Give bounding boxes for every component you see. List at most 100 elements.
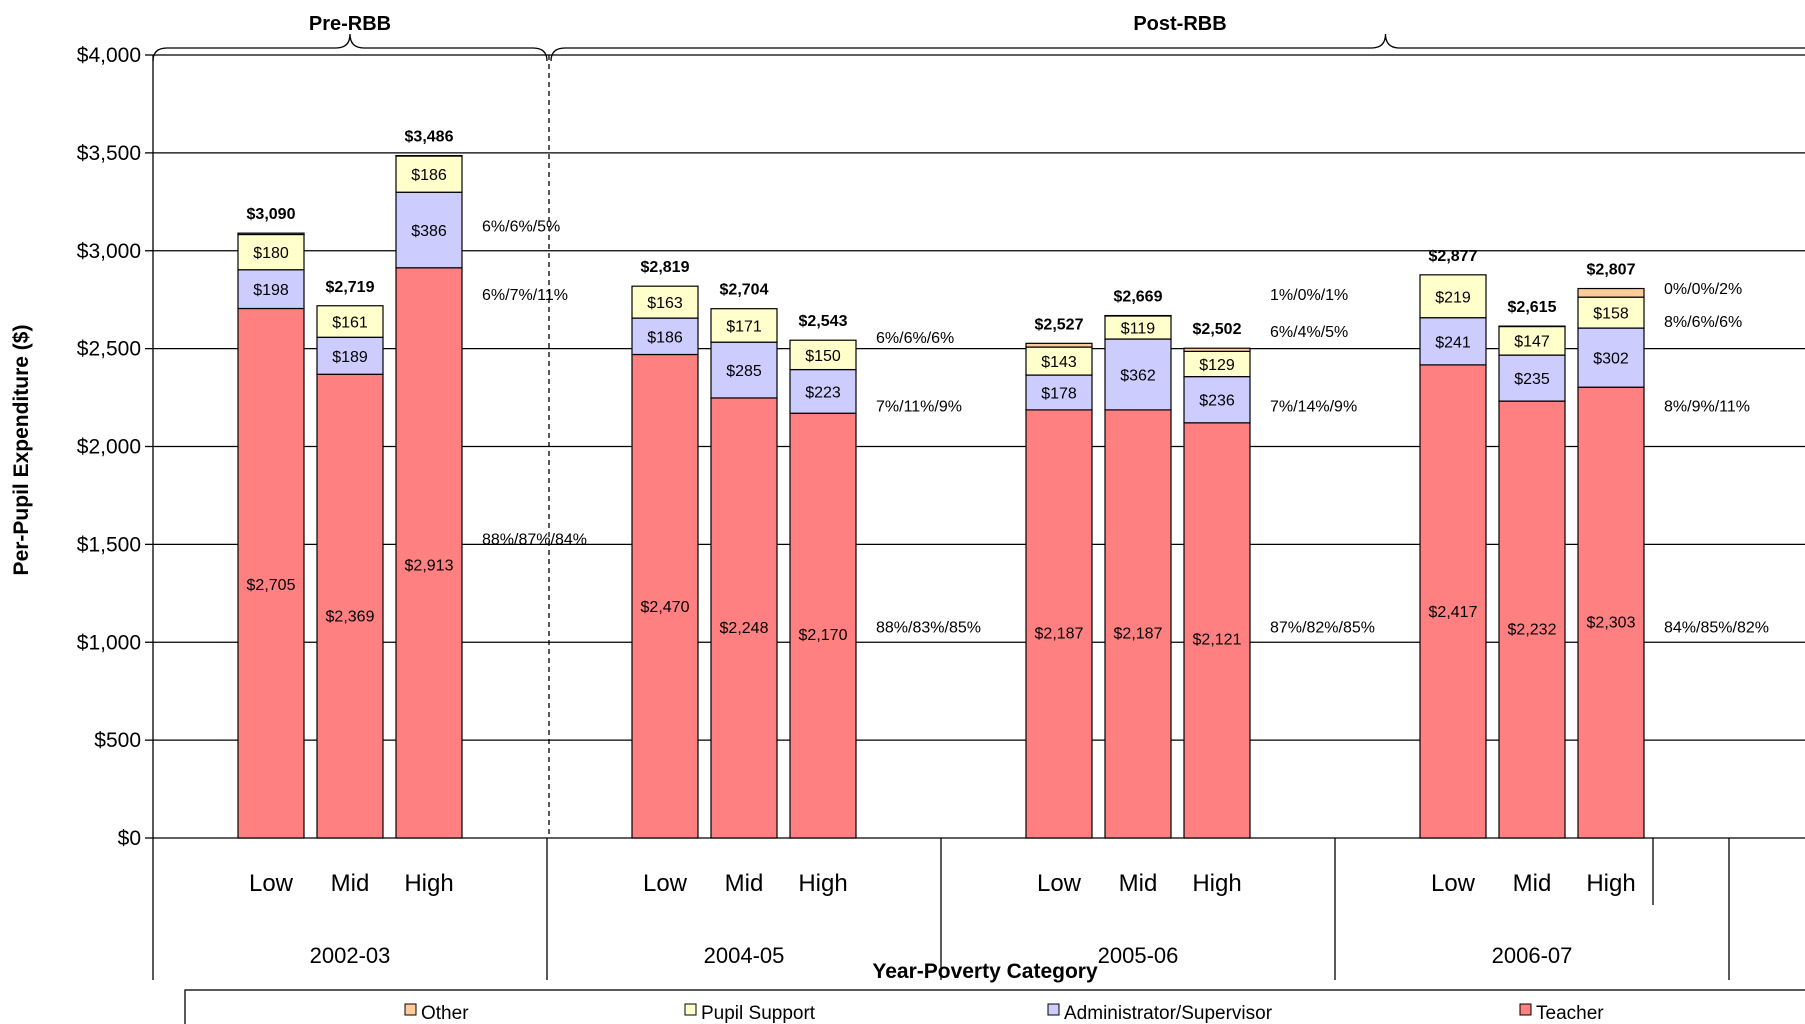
- annotations: 6%/6%/5% 6%/7%/11% 88%/87%/84% 6%/6%/6% 7%/1…: [482, 218, 1769, 636]
- bar-segment-other: [1183, 347, 1251, 352]
- bar-segment-administrator-supervisor: [316, 336, 384, 375]
- segment-label: $235: [1514, 371, 1550, 388]
- bar-segment-pupil-support: [1183, 350, 1251, 378]
- segment-label: $2,417: [1429, 604, 1478, 621]
- segment-label: $386: [411, 223, 447, 240]
- bar-segment-teacher: [631, 353, 699, 839]
- bar-total-label: $2,704: [720, 282, 769, 299]
- bar-total-label: $2,877: [1429, 248, 1478, 265]
- x-category-label: High: [404, 870, 453, 897]
- bar-segment-administrator-supervisor: [1025, 374, 1093, 411]
- x-year-label: 2004-05: [704, 943, 785, 968]
- segment-label: $189: [332, 349, 368, 366]
- share-annotation: 0%/0%/2%: [1664, 281, 1742, 298]
- bar-segment-other: [1104, 314, 1172, 317]
- bar-segment-teacher: [316, 373, 384, 839]
- segment-label: $186: [647, 329, 683, 346]
- y-tick-label: $1,000: [77, 631, 141, 654]
- bar-total-label: $2,615: [1508, 299, 1557, 316]
- y-tick-label: $2,500: [77, 338, 141, 361]
- share-annotation: 84%/85%/82%: [1664, 620, 1769, 637]
- bar-segment-pupil-support: [316, 305, 384, 338]
- share-annotation: 7%/14%/9%: [1270, 398, 1357, 415]
- bar-segment-teacher: [1183, 422, 1251, 839]
- bar-total-label: $2,502: [1193, 321, 1242, 338]
- period-brackets: Pre-RBB Post-RBB: [152, 13, 1805, 62]
- bar-segment-other: [237, 232, 305, 236]
- y-tick-label: $3,500: [77, 142, 141, 165]
- y-tick-label: $3,000: [77, 240, 141, 263]
- segment-label: $302: [1593, 351, 1629, 368]
- bar-segment-administrator-supervisor: [789, 368, 857, 414]
- x-year-label: 2005-06: [1098, 943, 1179, 968]
- bar-segment-pupil-support: [1025, 346, 1093, 376]
- share-annotation: 6%/6%/6%: [876, 330, 954, 347]
- segment-label: $119: [1121, 320, 1156, 337]
- bar-segment-administrator-supervisor: [395, 191, 463, 269]
- x-category-label: Mid: [725, 870, 764, 897]
- bar-segment-teacher: [710, 397, 778, 839]
- bar-segment-other: [1577, 287, 1645, 298]
- bar-segment-administrator-supervisor: [1577, 327, 1645, 388]
- bar-segment-administrator-supervisor: [631, 317, 699, 356]
- segment-label: $219: [1435, 289, 1471, 306]
- share-annotation: 7%/11%/9%: [876, 398, 962, 415]
- bar-total-label: $3,090: [247, 206, 296, 223]
- bar-segment-teacher: [237, 307, 305, 839]
- bar-segment-teacher: [789, 412, 857, 839]
- bar-total-label: $3,486: [405, 129, 454, 146]
- segment-label: $223: [805, 384, 841, 401]
- legend-label: Administrator/Supervisor: [1064, 1003, 1273, 1024]
- bar-segment-other: [395, 155, 463, 157]
- bar-segment-administrator-supervisor: [710, 341, 778, 399]
- bar-segment-other: [1498, 325, 1566, 328]
- bar-segment-pupil-support: [789, 339, 857, 371]
- segment-label: $143: [1041, 354, 1077, 371]
- x-category-label: Mid: [1119, 870, 1158, 897]
- bar-segment-pupil-support: [710, 308, 778, 343]
- segment-label: $2,369: [326, 608, 375, 625]
- pre-rbb-bracket: [152, 33, 548, 62]
- segment-label: $362: [1120, 367, 1156, 384]
- segment-label: $150: [805, 348, 841, 365]
- x-category-label: High: [1192, 870, 1241, 897]
- share-annotation: 88%/83%/85%: [876, 620, 981, 637]
- x-category-label: High: [798, 870, 847, 897]
- bar-segment-pupil-support: [1577, 296, 1645, 329]
- segment-label: $2,170: [799, 627, 848, 644]
- x-category-label: Low: [249, 870, 294, 897]
- bar-total-label: $2,527: [1035, 316, 1084, 333]
- y-tick-label: $2,000: [77, 436, 141, 459]
- bars: $2,705 $198 $180 $3,090 $2,369 $189 $161 $2,719…: [237, 129, 1645, 839]
- legend: Other Pupil Support Administrator/Supervis…: [184, 989, 1805, 1024]
- legend-box: [184, 989, 1805, 1024]
- bar-segment-administrator-supervisor: [1498, 354, 1566, 402]
- bar-segment-teacher: [1577, 386, 1645, 839]
- legend-swatch: [1047, 1003, 1060, 1016]
- segment-label: $2,187: [1114, 626, 1163, 643]
- share-annotation: 6%/4%/5%: [1270, 324, 1348, 341]
- bar-segment-teacher: [1104, 409, 1172, 839]
- bar-segment-other: [1025, 342, 1093, 348]
- segment-label: $129: [1199, 357, 1235, 374]
- bar-segment-pupil-support: [1419, 274, 1487, 319]
- x-category-label: Mid: [1513, 870, 1552, 897]
- segment-label: $2,248: [720, 620, 769, 637]
- x-axis-categories: Low Mid High 2002-03 Low Mid High 2004-05 Low Mid…: [249, 870, 1636, 968]
- x-category-label: Low: [1431, 870, 1476, 897]
- post-rbb-bracket: [550, 33, 1805, 62]
- segment-label: $163: [647, 295, 683, 312]
- segment-label: $147: [1514, 334, 1550, 351]
- legend-label: Pupil Support: [701, 1003, 816, 1024]
- x-year-label: 2006-07: [1492, 943, 1573, 968]
- x-year-label: 2002-03: [310, 943, 391, 968]
- segment-label: $2,913: [405, 557, 454, 574]
- bar-segment-pupil-support: [631, 285, 699, 319]
- x-category-label: Low: [1037, 870, 1082, 897]
- share-annotation: 6%/7%/11%: [482, 287, 568, 304]
- axes: [152, 55, 1730, 980]
- y-tick-label: $4,000: [77, 44, 141, 67]
- segment-label: $2,470: [641, 599, 690, 616]
- bar-segment-administrator-supervisor: [1104, 338, 1172, 411]
